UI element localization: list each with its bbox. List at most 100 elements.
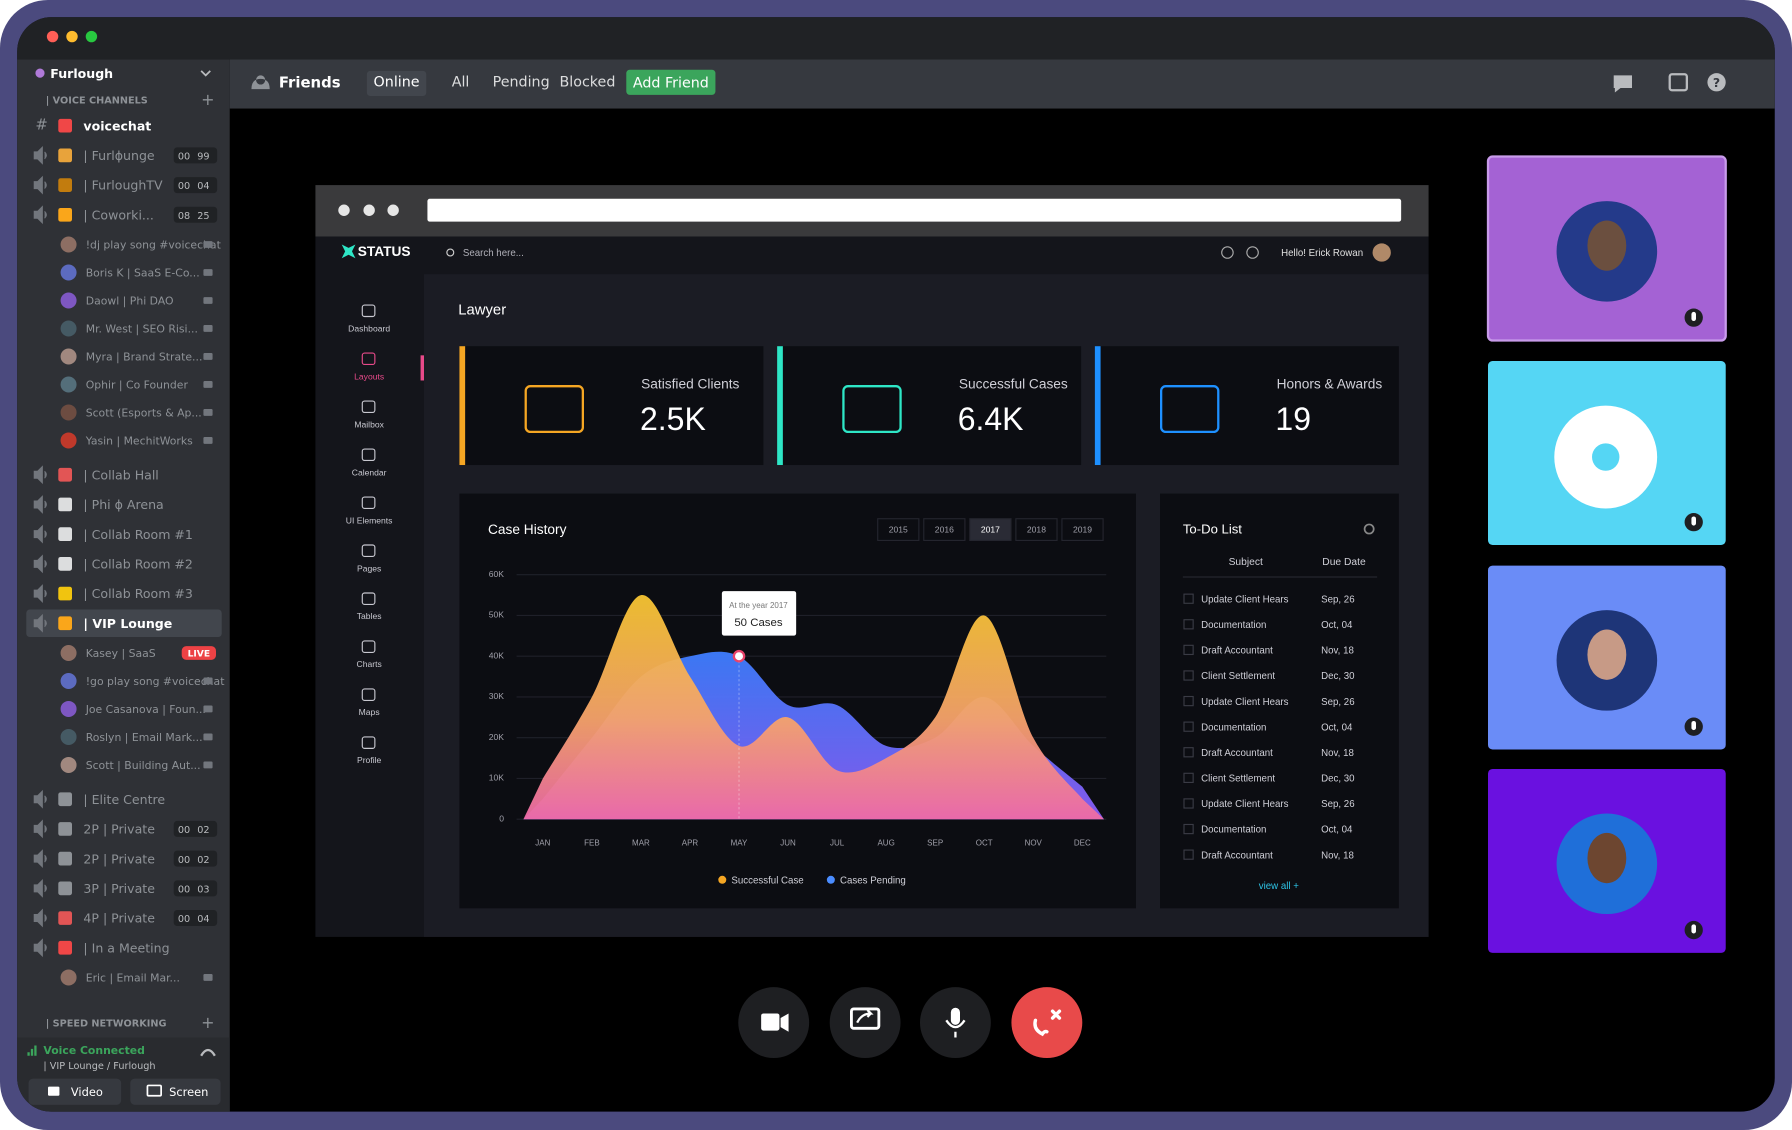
todo-checkbox[interactable] <box>1183 721 1194 732</box>
nav-icon <box>361 448 376 462</box>
channel-name[interactable]: | Collab Hall <box>83 467 158 483</box>
year-tab[interactable] <box>923 518 966 542</box>
member-name[interactable]: Myra | Brand Strate... <box>86 351 203 364</box>
settings-icon[interactable] <box>1363 523 1375 535</box>
zoom-button[interactable] <box>85 30 98 43</box>
view-all-link[interactable]: view all + <box>1259 881 1300 892</box>
member-name[interactable]: !go play song #voicechat <box>86 675 225 688</box>
speaker-icon <box>33 584 47 603</box>
channel-name[interactable]: | Furlɸunge <box>83 148 154 164</box>
todo-checkbox[interactable] <box>1183 695 1194 707</box>
member-name[interactable]: Scott (Esports & Ap... <box>86 407 202 420</box>
channel-name[interactable]: 4P | Private <box>83 911 155 927</box>
todo-header: Subject <box>1229 557 1263 568</box>
speaker-icon <box>33 524 47 544</box>
member-name[interactable]: Boris K | SaaS E-Co... <box>86 267 200 280</box>
todo-checkbox[interactable] <box>1183 747 1194 758</box>
todo-checkbox[interactable] <box>1183 772 1194 784</box>
x-tick-label: MAY <box>731 838 748 847</box>
nav-item[interactable]: Mailbox <box>354 419 384 429</box>
todo-date: Dec, 30 <box>1321 774 1355 785</box>
channel-name[interactable]: 3P | Private <box>83 881 155 897</box>
minimize-button[interactable] <box>66 30 78 43</box>
inbox-icon[interactable] <box>1668 73 1688 92</box>
channel-name[interactable]: | Coworki... <box>83 207 153 223</box>
help-icon[interactable] <box>1707 73 1726 92</box>
participant-face <box>1587 629 1627 680</box>
nav-item[interactable]: Tables <box>357 611 382 621</box>
search-input[interactable]: Search here... <box>463 248 524 259</box>
hang-up-button[interactable] <box>1011 987 1083 1059</box>
member-status-icon <box>203 409 213 416</box>
member-name[interactable]: Scott | Building Aut... <box>86 759 201 772</box>
user-avatar[interactable] <box>1372 243 1391 262</box>
nav-item[interactable]: Profile <box>357 755 382 765</box>
channel-name[interactable]: | Collab Room #3 <box>83 586 192 602</box>
nav-item[interactable]: Pages <box>357 563 381 573</box>
year-tab[interactable] <box>969 518 1012 542</box>
channel-name[interactable]: 2P | Private <box>83 851 155 867</box>
todo-checkbox[interactable] <box>1183 849 1194 860</box>
member-name[interactable]: Ophir | Co Founder <box>86 379 189 392</box>
channel-name[interactable]: | In a Meeting <box>83 940 169 956</box>
disconnect-icon[interactable] <box>200 1048 216 1057</box>
nav-item[interactable]: Calendar <box>352 467 387 477</box>
todo-card <box>1160 493 1399 909</box>
search-icon <box>446 248 455 257</box>
channel-name[interactable]: voicechat <box>83 118 151 133</box>
channel-name[interactable]: | Collab Room #2 <box>83 557 192 573</box>
friends-icon <box>251 75 270 90</box>
nav-item[interactable]: UI Elements <box>346 515 393 525</box>
todo-checkbox[interactable] <box>1183 823 1194 835</box>
member-name[interactable]: Yasin | MechitWorks <box>85 435 193 448</box>
member-name[interactable]: Mr. West | SEO Risi... <box>86 323 198 336</box>
share-screen-button[interactable] <box>829 987 901 1059</box>
add-channel[interactable]: + <box>201 90 214 109</box>
year-tab[interactable] <box>1015 518 1058 542</box>
notification-icon[interactable] <box>1221 246 1234 259</box>
friends-tab[interactable]: Online <box>374 74 420 90</box>
friends-tab[interactable]: Pending <box>493 74 550 90</box>
todo-checkbox[interactable] <box>1183 670 1194 681</box>
user-count-pill <box>173 910 218 927</box>
user-count: 08 <box>178 211 190 222</box>
member-name[interactable]: Roslyn | Email Mark... <box>86 731 203 744</box>
nav-item[interactable]: Layouts <box>354 371 384 381</box>
channel-name[interactable]: | FurloughTV <box>83 178 163 194</box>
voice-location: | VIP Lounge / Furlough <box>43 1061 155 1072</box>
nav-item[interactable]: Dashboard <box>348 323 390 333</box>
new-dm-icon[interactable] <box>1613 75 1632 93</box>
year-tab[interactable] <box>877 518 920 542</box>
year-tab[interactable] <box>1061 518 1104 542</box>
todo-checkbox[interactable] <box>1183 619 1194 630</box>
title-bar <box>17 17 1775 60</box>
channel-name[interactable]: | Phi ɸ Arena <box>83 497 163 513</box>
todo-checkbox[interactable] <box>1183 593 1194 604</box>
todo-checkbox[interactable] <box>1183 644 1194 656</box>
member-avatar <box>60 728 77 745</box>
todo-checkbox[interactable] <box>1183 798 1194 809</box>
member-status-icon <box>203 705 213 713</box>
server-name[interactable]: Furlough <box>50 66 113 81</box>
channel-name[interactable]: | VIP Lounge <box>83 616 172 632</box>
tooltip <box>721 591 797 636</box>
tooltip-label: At the year 2017 <box>729 601 788 610</box>
member-name[interactable]: Daowl | Phi DAO <box>86 295 174 308</box>
video-button[interactable] <box>28 1078 122 1105</box>
add-friend-button[interactable] <box>626 69 716 95</box>
channel-name[interactable]: 2P | Private <box>83 822 155 838</box>
message-icon[interactable] <box>1246 246 1259 259</box>
member-name[interactable]: Eric | Email Mar... <box>86 972 180 985</box>
member-name[interactable]: Joe Casanova | Foun... <box>85 703 206 716</box>
friends-tab[interactable]: All <box>452 74 470 90</box>
add-channel[interactable]: + <box>201 1013 214 1032</box>
nav-item[interactable]: Maps <box>359 707 380 717</box>
channel-name[interactable]: | Collab Room #1 <box>83 527 192 543</box>
close-button[interactable] <box>46 30 59 43</box>
member-name[interactable]: Kasey | SaaS <box>86 647 156 660</box>
todo-subject: Draft Accountant <box>1201 646 1273 657</box>
member-name[interactable]: !dj play song #voicechat <box>86 239 221 252</box>
channel-name[interactable]: | Elite Centre <box>83 792 165 808</box>
nav-item[interactable]: Charts <box>357 659 382 669</box>
friends-tab[interactable]: Blocked <box>559 74 615 90</box>
